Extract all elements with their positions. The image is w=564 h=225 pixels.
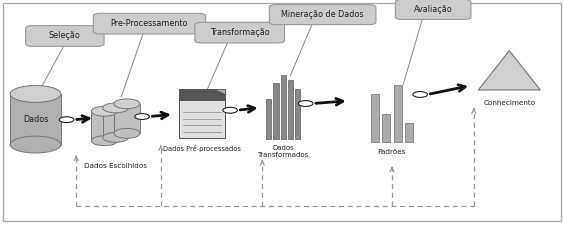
Text: Dados: Dados (23, 115, 48, 124)
Ellipse shape (114, 99, 140, 109)
Bar (91, 111, 117, 141)
Text: Avaliação: Avaliação (414, 5, 452, 14)
Bar (266, 99, 271, 139)
Polygon shape (478, 51, 540, 90)
Bar (114, 104, 140, 133)
FancyBboxPatch shape (395, 0, 471, 20)
Text: Transformação: Transformação (210, 28, 270, 37)
Bar (288, 80, 293, 139)
FancyBboxPatch shape (3, 3, 561, 220)
Text: Pre-Processamento: Pre-Processamento (111, 19, 188, 28)
Bar (179, 89, 225, 100)
Bar (274, 83, 279, 139)
Bar (405, 123, 413, 142)
Bar (394, 85, 402, 142)
Circle shape (298, 101, 313, 106)
Ellipse shape (91, 136, 117, 146)
Polygon shape (214, 89, 225, 94)
Text: Seleção: Seleção (49, 32, 81, 40)
Bar (179, 100, 225, 138)
FancyBboxPatch shape (26, 26, 104, 46)
Ellipse shape (103, 133, 129, 142)
Bar (10, 94, 61, 145)
Bar (103, 108, 129, 137)
Ellipse shape (114, 128, 140, 138)
Text: Conhecimento: Conhecimento (483, 100, 535, 106)
Bar (280, 75, 286, 139)
Circle shape (59, 117, 74, 123)
Bar (371, 94, 379, 142)
FancyBboxPatch shape (93, 13, 205, 34)
FancyBboxPatch shape (195, 22, 284, 43)
Bar (295, 89, 300, 139)
Text: Dados Pré-processados: Dados Pré-processados (163, 145, 241, 152)
Circle shape (223, 107, 237, 113)
FancyBboxPatch shape (269, 4, 376, 25)
Ellipse shape (103, 103, 129, 113)
Text: Padrões: Padrões (378, 148, 406, 155)
Text: Mineração de Dados: Mineração de Dados (281, 10, 364, 19)
Ellipse shape (91, 106, 117, 116)
Ellipse shape (10, 86, 61, 102)
Circle shape (413, 92, 428, 97)
Text: Dados Escolhidos: Dados Escolhidos (84, 163, 147, 169)
Bar (382, 114, 390, 142)
Circle shape (135, 114, 149, 119)
Text: Dados
Transformados: Dados Transformados (258, 145, 309, 158)
Ellipse shape (10, 136, 61, 153)
